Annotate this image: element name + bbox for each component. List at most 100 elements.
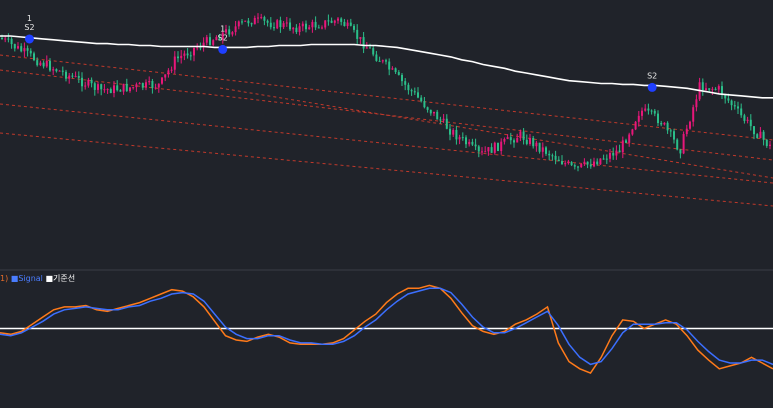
candle-body xyxy=(650,110,653,112)
candle-body xyxy=(221,32,224,40)
candle-body xyxy=(135,84,138,88)
candle-body xyxy=(420,97,423,102)
candle-body xyxy=(68,75,71,79)
candle-body xyxy=(372,48,375,55)
candle-body xyxy=(689,121,691,129)
candle-body xyxy=(145,82,147,88)
candle-body xyxy=(189,55,192,57)
candle-body xyxy=(602,158,605,160)
candle-body xyxy=(317,27,320,29)
candle-body xyxy=(167,70,170,75)
candle-body xyxy=(471,141,474,145)
candle-body xyxy=(87,79,90,86)
candle-body xyxy=(266,20,269,23)
candle-body xyxy=(516,138,519,143)
candle-body xyxy=(580,164,583,168)
candle-body xyxy=(730,100,733,106)
candle-body xyxy=(359,37,362,39)
candle-body xyxy=(74,75,77,77)
candle-body xyxy=(458,137,461,140)
candle-body xyxy=(129,87,131,92)
candle-body xyxy=(183,53,186,56)
candle-body xyxy=(657,113,659,124)
candle-body xyxy=(468,141,471,145)
candle-body xyxy=(343,21,346,27)
candle-body xyxy=(305,23,307,30)
candle-body xyxy=(215,37,218,41)
candle-body xyxy=(337,18,339,21)
candle-body xyxy=(666,122,669,131)
oscillator-main-line xyxy=(0,284,773,375)
candle-body xyxy=(631,129,634,135)
candle-body xyxy=(196,47,199,49)
candle-body xyxy=(228,29,231,35)
candle-body xyxy=(500,141,503,151)
candle-body xyxy=(388,61,391,70)
signal-marker[interactable]: 1S2 xyxy=(218,24,228,54)
candle-body xyxy=(641,110,643,116)
candle-body xyxy=(340,18,343,22)
candle-body xyxy=(298,26,301,33)
candle-body xyxy=(436,111,439,120)
candle-body xyxy=(433,111,435,114)
candle-body xyxy=(762,131,765,140)
signal-count: 1 xyxy=(220,24,225,33)
candle-body xyxy=(369,47,371,49)
candle-body xyxy=(349,22,352,26)
candle-body xyxy=(263,17,266,21)
candle-body xyxy=(583,161,586,165)
candle-body xyxy=(273,27,275,29)
candle-body xyxy=(557,159,560,162)
candle-body xyxy=(727,98,730,101)
candle-body xyxy=(375,54,378,61)
candle-body xyxy=(106,89,109,91)
candle-body xyxy=(250,23,253,25)
candle-body xyxy=(52,69,55,71)
candle-body xyxy=(225,29,227,33)
candle-body xyxy=(29,50,32,54)
signal-marker[interactable]: S2 xyxy=(647,71,657,92)
candle-body xyxy=(381,60,384,62)
candle-body xyxy=(442,118,445,121)
candle-body xyxy=(538,142,541,152)
candle-body xyxy=(97,84,99,90)
candle-body xyxy=(404,81,407,85)
candle-body xyxy=(589,164,592,167)
candle-body xyxy=(743,115,746,121)
signal-marker[interactable]: 1S2 xyxy=(24,14,35,44)
candle-body xyxy=(519,131,522,139)
candle-body xyxy=(573,165,576,167)
candle-body xyxy=(116,85,119,91)
candle-body xyxy=(669,130,672,132)
candle-body xyxy=(554,155,557,160)
candle-body xyxy=(609,152,611,159)
candle-body xyxy=(525,139,528,144)
candle-body xyxy=(417,92,419,98)
candle-body xyxy=(157,83,160,88)
candle-body xyxy=(634,121,637,130)
candle-body xyxy=(596,161,599,165)
candle-body xyxy=(535,142,538,147)
candle-body xyxy=(164,74,167,78)
candle-body xyxy=(365,47,368,49)
candle-body xyxy=(673,131,675,140)
candle-body xyxy=(394,68,397,73)
candle-body xyxy=(212,40,215,45)
candle-body xyxy=(740,108,743,116)
candle-body xyxy=(84,85,87,87)
signal-label: S2 xyxy=(24,23,34,32)
candle-body xyxy=(721,86,723,95)
candle-body xyxy=(685,128,688,134)
candle-body xyxy=(93,83,96,90)
candle-body xyxy=(439,119,442,121)
candle-body xyxy=(765,139,768,146)
candle-body xyxy=(81,77,83,87)
candle-body xyxy=(570,162,573,166)
candle-body xyxy=(541,147,544,152)
candle-body xyxy=(465,137,467,145)
candle-body xyxy=(599,158,602,165)
candle-body xyxy=(548,153,551,156)
candle-body xyxy=(327,20,330,22)
